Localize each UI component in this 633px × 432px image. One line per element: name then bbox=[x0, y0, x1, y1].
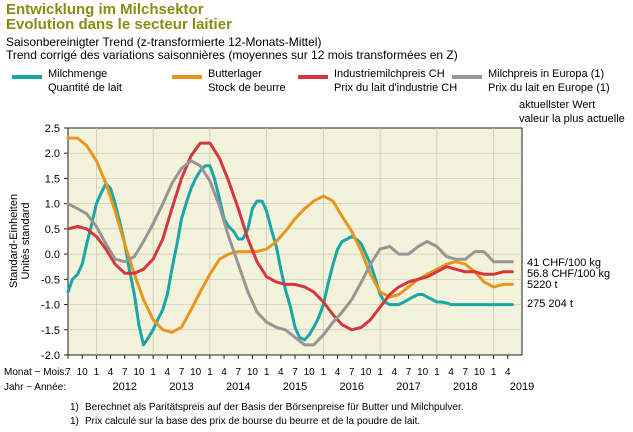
x-year-tick-label: 2014 bbox=[226, 381, 250, 393]
y-tick-label: 0.5 bbox=[45, 224, 60, 236]
legend-label-butterlager-de: Butterlager bbox=[208, 68, 262, 80]
legend-label-butterlager-fr: Stock de beurre bbox=[208, 82, 286, 94]
x-month-tick-label: 10 bbox=[360, 367, 372, 378]
x-month-tick-label: 10 bbox=[77, 367, 89, 378]
footnote-marker-fr: 1) bbox=[70, 416, 79, 427]
y-axis-label-fr: Unités standard bbox=[20, 202, 32, 279]
y-tick-label: 2.5 bbox=[45, 123, 60, 135]
y-tick-label: 1.5 bbox=[45, 173, 60, 185]
x-month-tick-label: 1 bbox=[321, 367, 327, 378]
x-month-tick-label: 7 bbox=[122, 367, 128, 378]
legend-label-milchmenge-fr: Quantité de lait bbox=[48, 82, 122, 94]
x-year-tick-label: 2018 bbox=[453, 381, 477, 393]
x-month-tick-label: 1 bbox=[434, 367, 440, 378]
legend-label-milchmenge-de: Milchmenge bbox=[48, 68, 108, 80]
x-month-tick-label: 7 bbox=[235, 367, 241, 378]
x-month-tick-label: 10 bbox=[474, 367, 486, 378]
x-month-tick-label: 7 bbox=[462, 367, 468, 378]
x-month-tick-label: 10 bbox=[133, 367, 145, 378]
legend-swatch-butterlager bbox=[172, 75, 202, 79]
x-month-tick-label: 4 bbox=[165, 367, 171, 378]
y-tick-label: 0.0 bbox=[45, 249, 60, 261]
series-line-industriemilchpreis-ch bbox=[66, 141, 514, 332]
series-line-milchmenge bbox=[66, 164, 514, 347]
legend-swatch-milchpreis-europa bbox=[452, 75, 482, 79]
x-month-tick-label: 7 bbox=[406, 367, 412, 378]
footnote-de: Berechnet als Paritätspreis auf der Basi… bbox=[85, 402, 464, 413]
x-month-tick-label: 4 bbox=[448, 367, 454, 378]
x-month-tick-label: 4 bbox=[278, 367, 284, 378]
latest-value-price-ch: 41 CHF/100 kg bbox=[527, 257, 601, 269]
y-axis-ticks: -2.0 -1.5 -1.0 -0.5 0.0 0.5 1.0 1.5 2.0 2.5 bbox=[41, 123, 68, 362]
x-month-tick-label: 1 bbox=[491, 367, 497, 378]
x-month-tick-label: 4 bbox=[335, 367, 341, 378]
x-month-tick-label: 4 bbox=[392, 367, 398, 378]
x-year-tick-label: 2013 bbox=[169, 381, 193, 393]
x-month-tick-label: 1 bbox=[264, 367, 270, 378]
x-month-tick-label: 7 bbox=[179, 367, 185, 378]
subtitle-fr: Trend corrigé des variations saisonnière… bbox=[6, 48, 458, 62]
legend-label-milchpreis-europa-de: Milchpreis in Europa (1) bbox=[488, 68, 605, 80]
legend-label-industriemilchpreis-de: Industriemilchpreis CH bbox=[334, 68, 445, 80]
x-month-tick-label: 10 bbox=[304, 367, 316, 378]
legend-swatch-industriemilchpreis bbox=[298, 75, 328, 79]
x-month-tick-label: 1 bbox=[207, 367, 213, 378]
x-month-tick-label: 1 bbox=[377, 367, 383, 378]
x-month-tick-label: 4 bbox=[108, 367, 114, 378]
chart-title-de: Entwicklung im Milchsektor bbox=[6, 1, 204, 18]
legend-label-milchpreis-europa-fr: Prix du lait en Europe (1) bbox=[488, 82, 610, 94]
series-line-milchpreis-in-europa bbox=[66, 159, 514, 347]
latest-value-price-eu: 56.8 CHF/100 kg bbox=[527, 268, 611, 280]
x-month-tick-label: 10 bbox=[190, 367, 202, 378]
series-lines bbox=[66, 136, 514, 347]
y-tick-label: -0.5 bbox=[41, 274, 60, 286]
latest-header-de: aktuellster Wert bbox=[519, 99, 596, 111]
x-year-tick-label: 2015 bbox=[283, 381, 307, 393]
x-month-tick-label: 10 bbox=[417, 367, 429, 378]
x-year-tick-label: 2012 bbox=[113, 381, 137, 393]
legend-label-industriemilchpreis-fr: Prix du lait d'industrie CH bbox=[334, 82, 458, 94]
y-tick-label: -1.5 bbox=[41, 325, 60, 337]
grid-lines bbox=[68, 128, 522, 355]
x-month-tick-label: 4 bbox=[505, 367, 511, 378]
x-month-label: Monat ~ Mois: bbox=[4, 367, 67, 378]
x-month-tick-label: 1 bbox=[94, 367, 100, 378]
latest-value-milk-quantity: 275 204 t bbox=[527, 298, 573, 310]
footnote-marker-de: 1) bbox=[70, 402, 79, 413]
x-month-tick-label: 7 bbox=[292, 367, 298, 378]
x-year-tick-label: 2017 bbox=[396, 381, 420, 393]
x-axis-ticks: 7 10 1 4 7 10 1 4 7 10 1 4 7 10 1 4 7 10 1 4 7 10 1 4 7 10 1 4 7 10 1 4… bbox=[65, 355, 534, 393]
x-month-tick-label: 4 bbox=[221, 367, 227, 378]
x-year-label: Jahr ~ Année: bbox=[4, 382, 66, 393]
subtitle-de: Saisonbereinigter Trend (z-transformiert… bbox=[6, 35, 322, 49]
x-month-tick-label: 7 bbox=[349, 367, 355, 378]
legend-swatch-milchmenge bbox=[12, 75, 42, 79]
latest-value-butter-stock: 5220 t bbox=[527, 279, 558, 291]
chart-title-fr: Evolution dans le secteur laitier bbox=[6, 16, 232, 33]
x-year-tick-label: 2016 bbox=[340, 381, 364, 393]
y-tick-label: -1.0 bbox=[41, 300, 60, 312]
x-year-tick-label: 2019 bbox=[510, 381, 534, 393]
y-tick-label: 1.0 bbox=[45, 199, 60, 211]
latest-header-fr: valeur la plus actuelle bbox=[519, 113, 625, 125]
x-month-tick-label: 7 bbox=[65, 367, 71, 378]
y-tick-label: 2.0 bbox=[45, 148, 60, 160]
footnote-fr: Prix calculé sur la base des prix de bou… bbox=[85, 416, 421, 427]
x-month-tick-label: 10 bbox=[247, 367, 259, 378]
x-month-tick-label: 1 bbox=[150, 367, 156, 378]
series-line-butterlager bbox=[66, 136, 514, 334]
y-tick-label: -2.0 bbox=[41, 350, 60, 362]
y-axis-label-de: Standard-Einheiten bbox=[8, 194, 20, 288]
